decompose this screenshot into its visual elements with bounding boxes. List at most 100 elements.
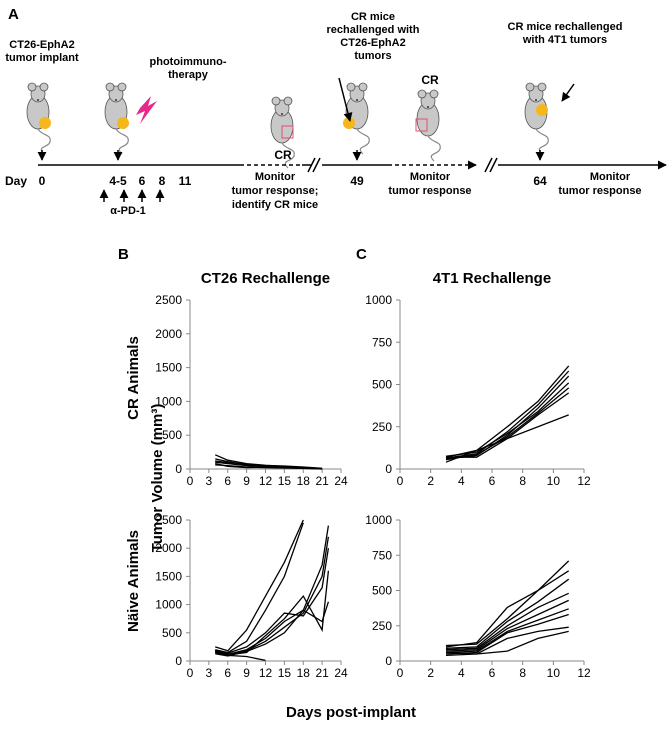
y-tick-label: 500 [162, 428, 182, 442]
series-line [215, 461, 323, 470]
y-tick-label: 500 [162, 626, 182, 640]
x-tick-label: 10 [547, 474, 561, 488]
shared-x-label: Days post-implant [286, 704, 416, 721]
y-tick-label: 0 [175, 654, 182, 668]
x-tick-label: 8 [519, 474, 526, 488]
mouse-cr-1 [270, 96, 295, 169]
shared-y-label: Tumor Volume (mm³) [149, 404, 166, 553]
day-axis-label: Day [5, 174, 27, 188]
x-tick-label: 6 [489, 666, 496, 680]
cr-box [281, 125, 294, 139]
series-line [215, 548, 330, 654]
y-tick-label: 750 [372, 548, 392, 562]
rechallenge-2-label: with 4T1 tumors [522, 34, 607, 46]
x-tick-label: 0 [187, 666, 194, 680]
x-tick-label: 18 [297, 474, 311, 488]
rechallenge-1-label: CR mice [351, 11, 395, 23]
tumor-dot [536, 104, 548, 116]
x-tick-label: 12 [577, 474, 591, 488]
x-tick-label: 9 [243, 666, 250, 680]
x-tick-label: 15 [278, 666, 292, 680]
monitor-3-label: tumor response [558, 185, 641, 197]
y-tick-label: 2000 [155, 541, 182, 555]
cr-label: CR [421, 73, 439, 87]
series-line [215, 570, 330, 656]
x-tick-label: 0 [187, 474, 194, 488]
chart-title: CT26 Rechallenge [201, 270, 330, 287]
x-tick-label: 21 [315, 474, 329, 488]
monitor-3-label: Monitor [590, 171, 631, 183]
y-tick-label: 0 [175, 462, 182, 476]
series-line [215, 536, 330, 657]
y-tick-label: 250 [372, 420, 392, 434]
y-tick-label: 250 [372, 619, 392, 633]
x-tick-label: 4 [458, 474, 465, 488]
y-tick-label: 0 [385, 462, 392, 476]
tumor-dot [117, 117, 129, 129]
day-8: 8 [159, 174, 166, 188]
x-tick-label: 24 [334, 474, 348, 488]
series-line [445, 626, 569, 655]
x-tick-label: 24 [334, 666, 348, 680]
x-tick-label: 0 [397, 666, 404, 680]
x-tick-label: 12 [259, 474, 273, 488]
pd1-label: α-PD-1 [110, 205, 146, 217]
series-line [445, 387, 570, 461]
rechallenge-1-label: CT26-EphA2 [340, 37, 405, 49]
x-tick-label: 12 [259, 666, 273, 680]
mouse-pit [104, 82, 129, 155]
x-tick-label: 12 [577, 666, 591, 680]
series-line [445, 608, 569, 654]
x-tick-label: 8 [519, 666, 526, 680]
series-line [445, 599, 569, 652]
y-tick-label: 2500 [155, 293, 182, 307]
tumor-dot [39, 117, 51, 129]
series-line [215, 522, 304, 654]
y-tick-label: 1000 [155, 394, 182, 408]
day-64: 64 [533, 174, 547, 188]
series-line [445, 592, 569, 651]
x-tick-label: 15 [278, 474, 292, 488]
series-line [214, 649, 266, 662]
x-tick-label: 10 [547, 666, 561, 680]
day-6: 6 [139, 174, 146, 188]
y-tick-label: 1500 [155, 569, 182, 583]
series-line [445, 382, 570, 457]
rechallenge-1-label: tumors [354, 50, 391, 62]
series-line [445, 375, 570, 460]
panel-a-letter: A [8, 6, 19, 23]
row-label-cr: CR Animals [125, 336, 142, 420]
day-0: 0 [39, 174, 46, 188]
y-tick-label: 500 [372, 584, 392, 598]
x-tick-label: 6 [224, 666, 231, 680]
implant-label: CT26-EphA2 [9, 39, 74, 51]
row-label-naive: Näive Animals [125, 530, 142, 632]
y-tick-label: 500 [372, 378, 392, 392]
series-line [445, 578, 570, 649]
cr-label: CR [274, 148, 292, 162]
x-tick-label: 3 [206, 666, 213, 680]
x-tick-label: 21 [315, 666, 329, 680]
series-line [215, 519, 304, 652]
x-tick-label: 6 [489, 474, 496, 488]
x-tick-label: 3 [206, 474, 213, 488]
series-line [445, 570, 570, 648]
monitor-1-label: tumor response; [232, 185, 319, 197]
rechallenge-1-label: rechallenged with [327, 24, 420, 36]
monitor-1-label: identify CR mice [232, 199, 318, 211]
rechallenge-2-label: CR mice rechallenged [508, 21, 623, 33]
y-tick-label: 1000 [155, 598, 182, 612]
mouse-rechallenge-1 [343, 82, 370, 155]
x-tick-label: 18 [297, 666, 311, 680]
y-tick-label: 1000 [365, 293, 392, 307]
day-11: 11 [179, 174, 192, 188]
monitor-2-label: Monitor [410, 171, 451, 183]
series-line [215, 462, 323, 470]
timeline [37, 77, 667, 202]
x-tick-label: 0 [397, 474, 404, 488]
series-line [445, 630, 569, 657]
monitor-1-label: Monitor [255, 171, 296, 183]
